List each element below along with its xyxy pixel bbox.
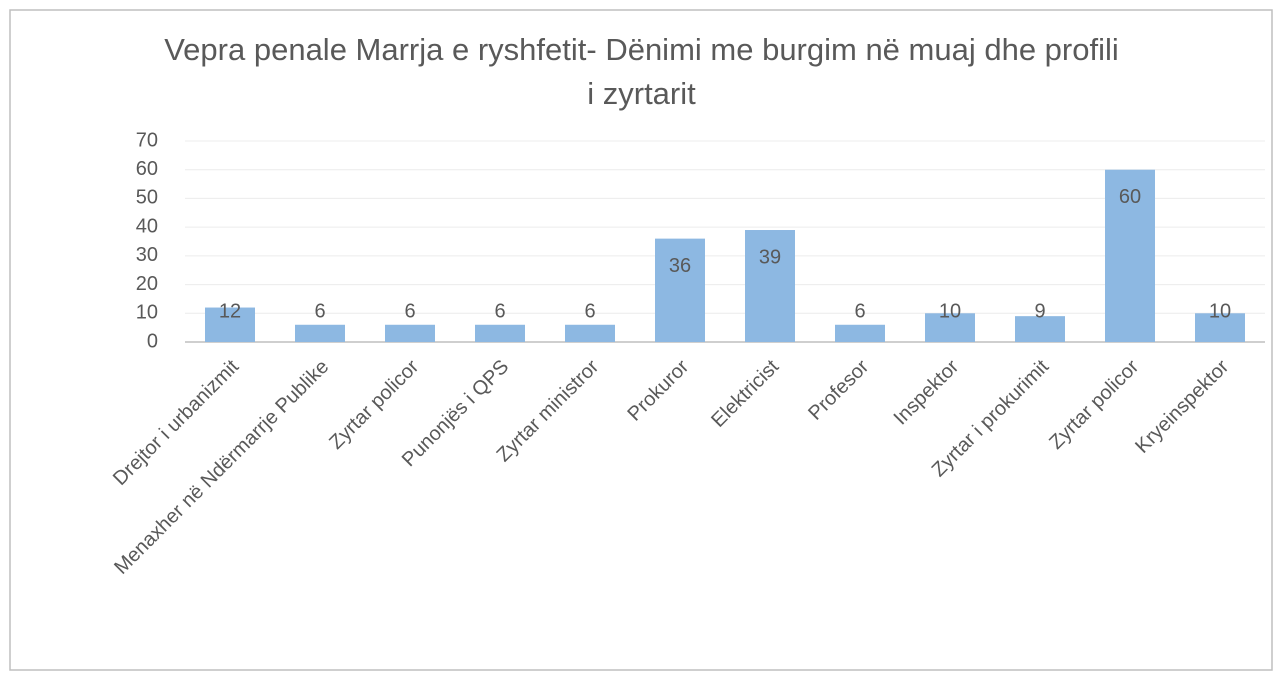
y-tick-label: 20 <box>136 273 158 295</box>
bar <box>1195 313 1245 342</box>
bar <box>745 230 795 342</box>
y-tick-label: 0 <box>147 330 158 352</box>
data-label: 6 <box>584 300 595 322</box>
y-tick-label: 10 <box>136 302 158 324</box>
bar <box>655 238 705 342</box>
bar <box>1105 169 1155 342</box>
y-tick-label: 40 <box>136 215 158 237</box>
y-tick-label: 30 <box>136 244 158 266</box>
bar <box>385 324 435 342</box>
chart-title: Vepra penale Marrja e ryshfetit- Dënimi … <box>164 32 1119 111</box>
data-label: 6 <box>854 300 865 322</box>
bar <box>835 324 885 342</box>
data-label: 12 <box>219 300 241 322</box>
bar <box>475 324 525 342</box>
bar <box>295 324 345 342</box>
data-label: 10 <box>939 300 961 322</box>
bar <box>925 313 975 342</box>
data-label: 6 <box>494 300 505 322</box>
title-box: Vepra penale Marrja e ryshfetit- Dënimi … <box>0 28 1283 116</box>
y-tick-label: 50 <box>136 187 158 209</box>
data-label: 10 <box>1209 300 1231 322</box>
y-tick-label: 70 <box>136 129 158 151</box>
bar <box>205 307 255 342</box>
data-label: 36 <box>669 255 691 277</box>
bar <box>565 324 615 342</box>
y-tick-label: 60 <box>136 158 158 180</box>
data-label: 6 <box>404 300 415 322</box>
bar <box>1015 316 1065 342</box>
data-label: 6 <box>314 300 325 322</box>
data-label: 60 <box>1119 186 1141 208</box>
data-label: 39 <box>759 246 781 268</box>
data-label: 9 <box>1034 300 1045 322</box>
